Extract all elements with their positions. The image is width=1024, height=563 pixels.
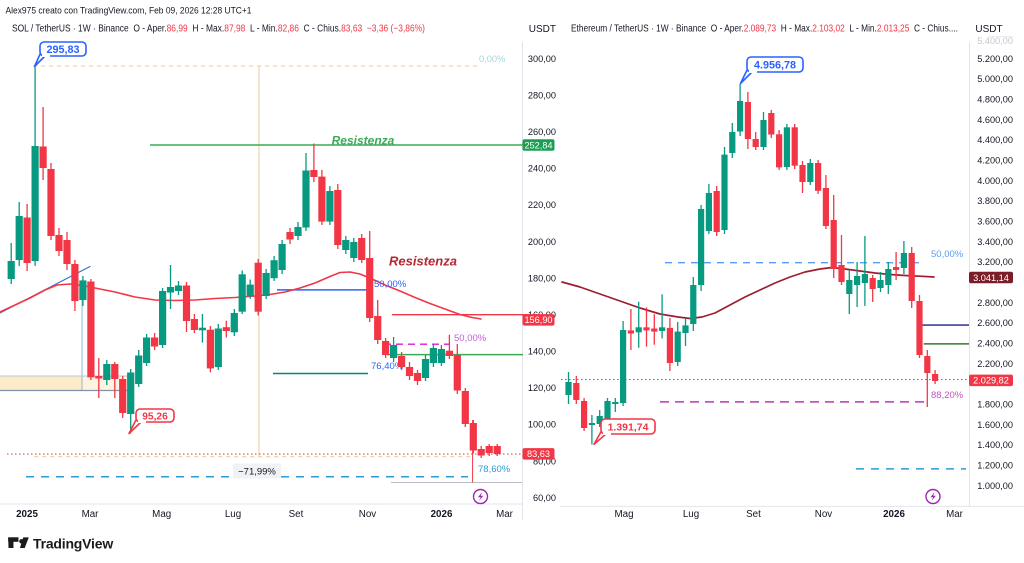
svg-text:252,84: 252,84 (524, 140, 552, 150)
svg-text:1.391,74: 1.391,74 (608, 422, 649, 434)
svg-text:4.956,78: 4.956,78 (754, 60, 796, 72)
svg-text:Nov: Nov (359, 509, 377, 520)
svg-text:Mag: Mag (614, 509, 633, 520)
svg-text:5.200,00: 5.200,00 (977, 54, 1013, 64)
svg-text:2026: 2026 (431, 509, 453, 520)
svg-text:78,60%: 78,60% (478, 464, 511, 475)
svg-text:5.400,00: 5.400,00 (977, 36, 1013, 46)
svg-text:1.600,00: 1.600,00 (977, 420, 1013, 430)
svg-text:TradingView: TradingView (33, 536, 113, 552)
svg-text:Mar: Mar (946, 509, 964, 520)
svg-text:USDT: USDT (529, 24, 556, 35)
svg-text:240,00: 240,00 (528, 164, 556, 174)
svg-text:100,00: 100,00 (528, 420, 556, 430)
svg-text:50,00%: 50,00% (454, 333, 487, 344)
svg-text:50,00%: 50,00% (931, 249, 964, 260)
svg-text:260,00: 260,00 (528, 127, 556, 137)
svg-text:83,63: 83,63 (527, 449, 550, 459)
svg-text:140,00: 140,00 (528, 347, 556, 357)
svg-text:3.200,00: 3.200,00 (977, 257, 1013, 267)
svg-text:Mag: Mag (152, 509, 171, 520)
svg-text:4.800,00: 4.800,00 (977, 95, 1013, 105)
svg-text:95,26: 95,26 (142, 412, 168, 423)
svg-text:4.600,00: 4.600,00 (977, 115, 1013, 125)
svg-text:80,00: 80,00 (533, 456, 556, 466)
svg-text:Alex975 creato con TradingView: Alex975 creato con TradingView.com, Feb … (6, 6, 252, 17)
svg-text:Lug: Lug (683, 509, 699, 520)
svg-text:295,83: 295,83 (46, 44, 79, 56)
svg-text:Lug: Lug (225, 509, 241, 520)
svg-text:220,00: 220,00 (528, 200, 556, 210)
svg-text:2.800,00: 2.800,00 (977, 298, 1013, 308)
svg-text:1.400,00: 1.400,00 (977, 440, 1013, 450)
svg-text:1.000,00: 1.000,00 (977, 481, 1013, 491)
svg-text:0,00%: 0,00% (479, 54, 505, 64)
svg-text:88,20%: 88,20% (931, 390, 964, 401)
svg-text:60,00: 60,00 (533, 493, 556, 503)
svg-text:2025: 2025 (16, 509, 38, 520)
svg-text:120,00: 120,00 (528, 383, 556, 393)
svg-text:4.200,00: 4.200,00 (977, 156, 1013, 166)
svg-text:4.400,00: 4.400,00 (977, 135, 1013, 145)
svg-text:Mar: Mar (82, 509, 100, 520)
svg-text:2.600,00: 2.600,00 (977, 318, 1013, 328)
svg-text:Ethereum / TetherUS · 1W · Bin: Ethereum / TetherUS · 1W · Binance O - A… (571, 24, 958, 35)
svg-text:Nov: Nov (815, 509, 833, 520)
svg-text:2.029,82: 2.029,82 (973, 376, 1009, 386)
svg-text:2.400,00: 2.400,00 (977, 339, 1013, 349)
svg-text:1.800,00: 1.800,00 (977, 400, 1013, 410)
svg-text:200,00: 200,00 (528, 237, 556, 247)
svg-text:280,00: 280,00 (528, 90, 556, 100)
svg-text:2.200,00: 2.200,00 (977, 359, 1013, 369)
svg-text:76,40%: 76,40% (371, 361, 404, 372)
svg-text:SOL / TetherUS · 1W · Binance: SOL / TetherUS · 1W · Binance O - Aper.8… (12, 24, 425, 35)
svg-text:2026: 2026 (883, 509, 905, 520)
svg-text:Resistenza: Resistenza (332, 134, 395, 148)
svg-text:Set: Set (746, 509, 761, 520)
svg-text:3.800,00: 3.800,00 (977, 196, 1013, 206)
svg-text:3.400,00: 3.400,00 (977, 237, 1013, 247)
svg-text:3.041,14: 3.041,14 (973, 273, 1009, 283)
svg-text:Resistenza: Resistenza (389, 254, 457, 269)
svg-text:Mar: Mar (496, 509, 514, 520)
svg-text:5.000,00: 5.000,00 (977, 74, 1013, 84)
svg-text:1.200,00: 1.200,00 (977, 461, 1013, 471)
svg-text:300,00: 300,00 (528, 54, 556, 64)
svg-text:Set: Set (289, 509, 304, 520)
svg-text:3.600,00: 3.600,00 (977, 217, 1013, 227)
svg-text:USDT: USDT (975, 24, 1002, 35)
svg-text:156,90: 156,90 (524, 315, 552, 325)
svg-text:−71,99%: −71,99% (238, 467, 276, 478)
svg-text:180,00: 180,00 (528, 273, 556, 283)
svg-text:50,00%: 50,00% (374, 279, 407, 290)
svg-text:4.000,00: 4.000,00 (977, 176, 1013, 186)
